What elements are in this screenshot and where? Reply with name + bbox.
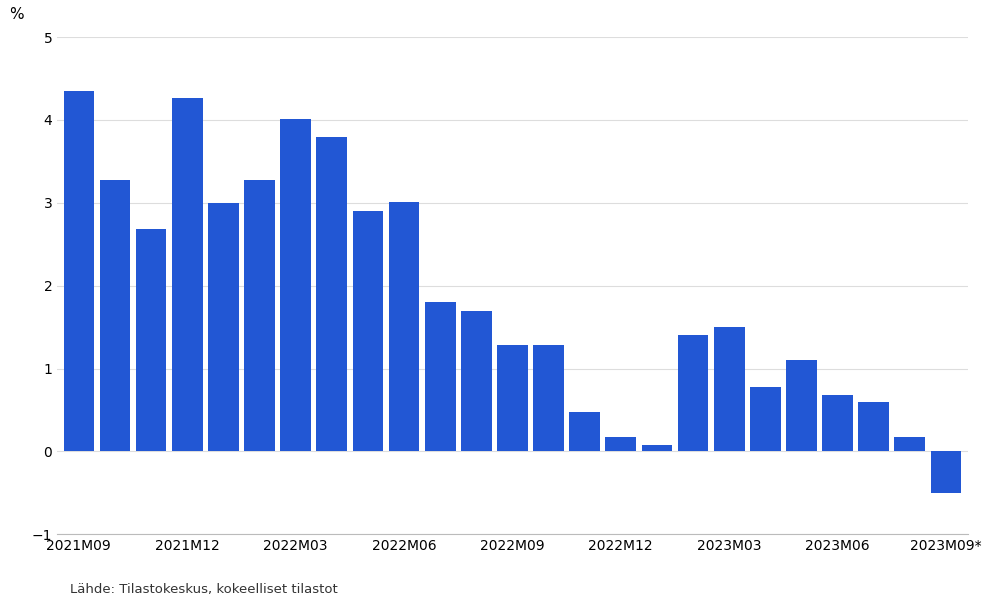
Bar — [858, 402, 889, 452]
Text: Lähde: Tilastokeskus, kokeelliset tilastot: Lähde: Tilastokeskus, kokeelliset tilast… — [70, 583, 338, 596]
Bar — [642, 445, 672, 452]
Bar — [678, 335, 708, 452]
Bar — [244, 180, 275, 452]
Bar — [533, 345, 564, 452]
Bar — [750, 387, 781, 452]
Bar — [605, 437, 636, 452]
Bar — [316, 137, 347, 452]
Bar — [931, 452, 961, 493]
Bar — [894, 437, 925, 452]
Bar — [280, 119, 311, 452]
Bar — [353, 211, 383, 452]
Bar — [714, 327, 745, 452]
Bar — [497, 345, 528, 452]
Bar — [100, 180, 130, 452]
Bar — [172, 98, 203, 452]
Bar — [136, 229, 166, 452]
Bar — [425, 302, 456, 452]
Bar — [389, 202, 419, 452]
Bar — [822, 395, 853, 452]
Bar — [64, 91, 94, 452]
Y-axis label: %: % — [9, 7, 24, 22]
Bar — [569, 412, 600, 452]
Bar — [786, 360, 817, 452]
Bar — [461, 310, 492, 452]
Bar — [208, 203, 239, 452]
